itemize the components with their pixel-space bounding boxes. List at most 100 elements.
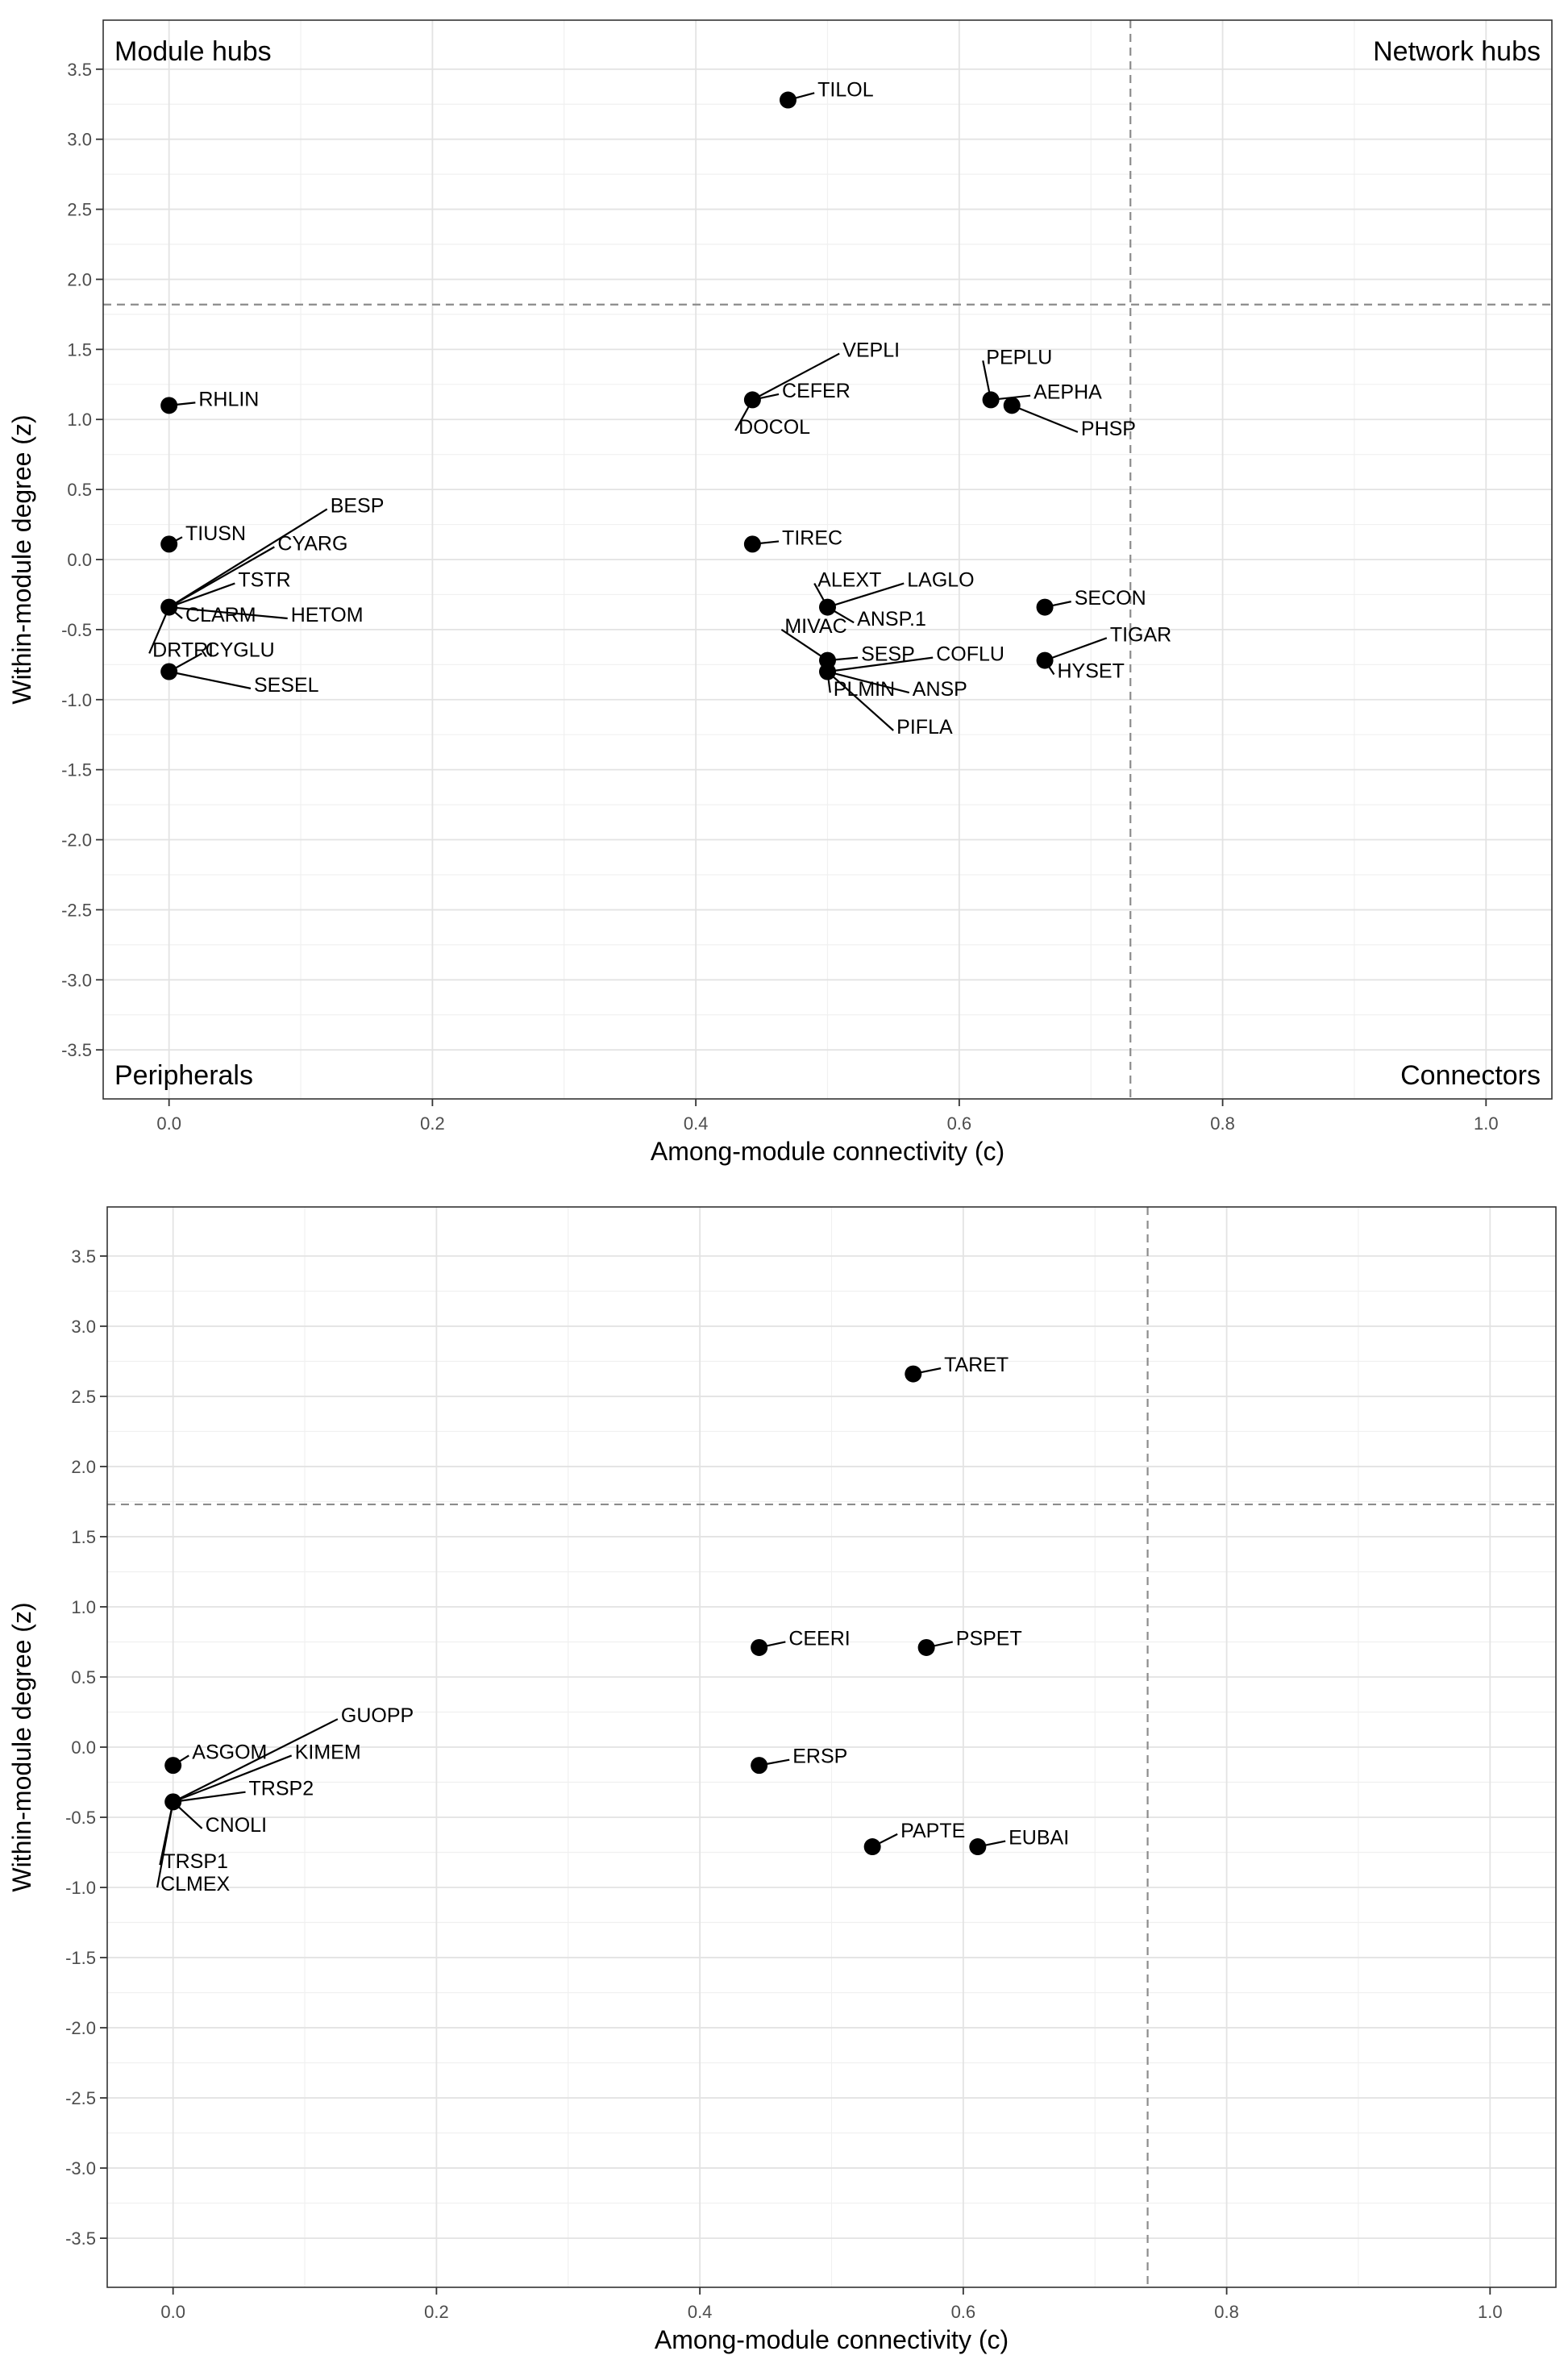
x-tick-label: 0.2: [424, 2302, 449, 2322]
y-tick-label: -3.0: [61, 970, 92, 990]
x-tick-label: 0.6: [951, 2302, 976, 2322]
y-tick-label: -2.5: [61, 900, 92, 920]
point-label: ERSP: [792, 1746, 847, 1768]
point-label: TRSP1: [163, 1850, 228, 1873]
point-label: ANSP: [913, 678, 967, 701]
x-tick-label: 0.0: [156, 1113, 181, 1134]
point-label: CEFER: [782, 380, 851, 402]
scatter-panel-bottom: TARET ASGOM GUOPP KIMEM TRSP2 CNOLI TRSP1CLMEX…: [7, 1206, 1557, 2354]
leader-line: [1011, 404, 1079, 433]
major-gridlines: [107, 1207, 1556, 2287]
y-tick-label: -3.5: [61, 1040, 92, 1060]
y-tick-label: -0.5: [65, 1808, 96, 1828]
leader-line: [827, 656, 934, 673]
data-point: [743, 391, 761, 409]
y-tick-label: 1.0: [67, 410, 92, 430]
point-label: TIGAR: [1110, 623, 1171, 646]
data-point: [905, 1365, 922, 1383]
x-axis-title: Among-module connectivity (c): [655, 2325, 1009, 2354]
point-label: LAGLO: [907, 569, 974, 592]
y-tick-label: 0.5: [67, 480, 92, 500]
point-label: MIVAC: [784, 615, 846, 638]
data-point: [160, 598, 178, 616]
point-label: ALEXT: [817, 569, 881, 592]
data-point: [917, 1638, 935, 1656]
data-point: [164, 1793, 182, 1811]
leader-line: [173, 1754, 293, 1803]
y-tick-label: 3.5: [67, 60, 92, 80]
y-tick-label: -2.5: [65, 2088, 96, 2108]
minor-gridlines: [103, 20, 1552, 1099]
data-point: [779, 91, 796, 109]
leader-line: [1044, 637, 1108, 662]
point-label: CYARG: [277, 532, 347, 555]
data-points: [164, 1365, 987, 1856]
y-axis-title: Within-module degree (z): [7, 414, 36, 704]
leader-line: [156, 1801, 174, 1888]
x-tick-label: 0.0: [160, 2302, 185, 2322]
point-label: PHSP: [1081, 418, 1136, 440]
y-tick-label: 0.0: [67, 550, 92, 570]
scatter-panel-top: TILOL RHLIN TIUSN BESP CYARG TSTR CLARM HETOM DR…: [7, 19, 1553, 1166]
point-label: PEPLU: [986, 346, 1052, 368]
point-label: TRSP2: [249, 1778, 314, 1800]
data-point: [743, 535, 761, 553]
x-axis-title: Among-module connectivity (c): [651, 1137, 1004, 1166]
y-tick-label: -1.0: [65, 1878, 96, 1898]
x-axis-ticks: 0.0 0.2 0.4 0.6 0.8 1.0: [160, 2287, 1503, 2322]
y-tick-label: 0.5: [71, 1667, 96, 1687]
point-label: DOCOL: [738, 416, 810, 439]
point-label: BESP: [331, 494, 385, 517]
threshold-lines: [103, 20, 1552, 1099]
data-point: [819, 663, 836, 680]
x-tick-label: 1.0: [1478, 2302, 1503, 2322]
point-label: HETOM: [291, 604, 364, 626]
quadrant-label-network-hubs: Network hubs: [1373, 36, 1541, 67]
point-label: GUOPP: [341, 1704, 414, 1727]
panel-border: [106, 1206, 1557, 2288]
x-tick-label: 0.4: [688, 2302, 713, 2322]
point-label: DRTRI: [152, 639, 214, 661]
point-label: KIMEM: [295, 1741, 361, 1763]
y-axis-ticks: 3.5 3.0 2.5 2.0 1.5 1.0 0.5 0.0 -0.5 -1.0 -1.5 -2.0…: [61, 60, 103, 1060]
y-axis-ticks: 3.5 3.0 2.5 2.0 1.5 1.0 0.5 0.0 -0.5 -1.0 -1.5 -2.0…: [65, 1246, 107, 2249]
x-tick-label: 0.4: [684, 1113, 709, 1134]
y-tick-label: 0.0: [71, 1737, 96, 1758]
data-point: [160, 535, 178, 553]
threshold-lines: [107, 1207, 1556, 2287]
point-label: CNOLI: [206, 1814, 267, 1837]
y-tick-label: -1.5: [61, 760, 92, 780]
y-tick-label: -1.5: [65, 1948, 96, 1968]
y-tick-label: 1.0: [71, 1597, 96, 1617]
leader-line: [827, 582, 905, 609]
data-point: [1036, 651, 1054, 669]
quadrant-label-connectors: Connectors: [1400, 1060, 1541, 1091]
leader-line: [168, 582, 235, 609]
data-point: [863, 1838, 881, 1856]
y-tick-label: 3.5: [71, 1246, 96, 1267]
x-tick-label: 0.2: [420, 1113, 445, 1134]
y-tick-label: 1.5: [67, 339, 92, 360]
leader-line: [780, 628, 829, 662]
x-tick-label: 0.6: [947, 1113, 972, 1134]
point-label: CEERI: [788, 1627, 850, 1650]
quadrant-label-module-hubs: Module hubs: [114, 36, 272, 67]
leader-line: [751, 352, 840, 401]
point-label: SESEL: [254, 674, 319, 697]
y-tick-label: -1.0: [61, 690, 92, 710]
y-tick-label: 3.0: [67, 130, 92, 150]
data-points: [160, 91, 1054, 680]
point-label: TIREC: [782, 526, 842, 549]
y-tick-label: -2.0: [65, 2018, 96, 2038]
data-point: [982, 391, 1000, 409]
leader-line: [827, 670, 910, 694]
data-point: [160, 663, 178, 680]
point-label: PAPTE: [900, 1820, 965, 1842]
point-label: ANSP.1: [857, 608, 926, 630]
point-label: TARET: [944, 1354, 1009, 1376]
major-gridlines: [103, 20, 1552, 1099]
point-label: TSTR: [238, 569, 290, 592]
point-label: ASGOM: [192, 1741, 267, 1763]
y-tick-label: 2.5: [67, 200, 92, 220]
point-label: COFLU: [936, 643, 1004, 666]
